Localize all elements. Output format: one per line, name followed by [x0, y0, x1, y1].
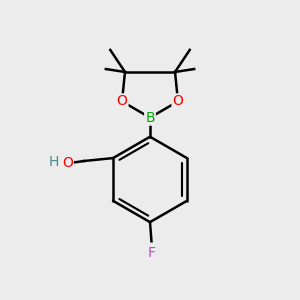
Text: O: O [117, 94, 128, 108]
Text: O: O [62, 156, 73, 170]
Text: F: F [148, 246, 155, 260]
Text: O: O [172, 94, 183, 108]
Text: B: B [145, 111, 155, 124]
Text: H: H [49, 155, 59, 169]
